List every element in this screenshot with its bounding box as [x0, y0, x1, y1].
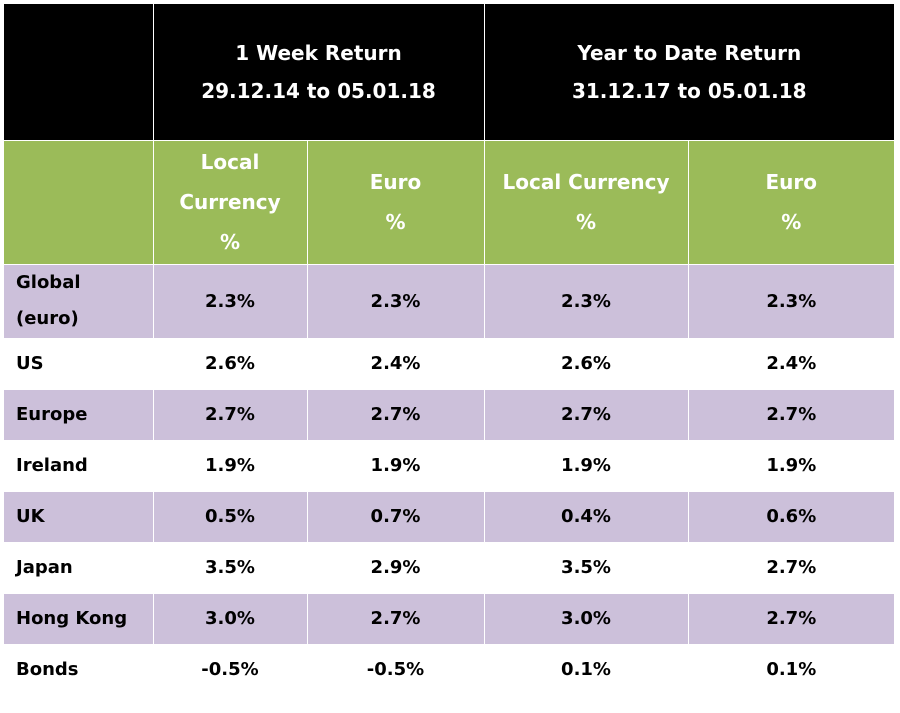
one-week-title: 1 Week Return [235, 40, 402, 65]
ytd-local-value: 3.5% [483, 541, 689, 593]
table-row: Hong Kong 3.0% 2.7% 3.0% 2.7% [4, 592, 895, 644]
ytd-local-value: 3.0% [483, 592, 689, 644]
ytd-euro-value: 2.4% [687, 337, 895, 389]
corner-cell [4, 4, 153, 140]
ytd-euro-value: 2.7% [687, 592, 895, 644]
table-row: Ireland 1.9% 1.9% 1.9% 1.9% [4, 439, 895, 491]
week-euro-value: 1.9% [306, 439, 485, 491]
week-euro-value: 2.7% [306, 592, 485, 644]
one-week-period: 29.12.14 to 05.01.18 [201, 78, 436, 103]
week-local-value: 3.5% [152, 541, 307, 593]
week-euro-value: 2.3% [306, 263, 485, 338]
week-local-line2: Currency [179, 190, 281, 214]
week-local-value: -0.5% [152, 643, 307, 695]
row-label: Europe [4, 388, 153, 440]
week-local-value: 2.3% [152, 263, 307, 338]
week-euro-value: 2.9% [306, 541, 485, 593]
blank-subheader-cell [4, 139, 153, 264]
ytd-euro-value: 0.1% [687, 643, 895, 695]
row-label: Global (euro) [4, 263, 153, 338]
ytd-local-value: 0.1% [483, 643, 689, 695]
row-label: Ireland [4, 439, 153, 491]
period-header-row: 1 Week Return 29.12.14 to 05.01.18 Year … [4, 4, 895, 140]
week-local-header: Local Currency % [152, 139, 307, 264]
table-row: Bonds -0.5% -0.5% 0.1% 0.1% [4, 643, 895, 695]
week-local-pct: % [219, 230, 241, 254]
row-label: US [4, 337, 153, 389]
week-local-value: 1.9% [152, 439, 307, 491]
week-euro-label: Euro [369, 170, 422, 194]
ytd-local-pct: % [575, 210, 597, 234]
row-label-line2: (euro) [16, 308, 79, 329]
table-row: Europe 2.7% 2.7% 2.7% 2.7% [4, 388, 895, 440]
ytd-local-value: 2.7% [483, 388, 689, 440]
ytd-period: 31.12.17 to 05.01.18 [571, 78, 807, 103]
ytd-euro-pct: % [781, 210, 802, 234]
ytd-local-value: 2.3% [483, 263, 689, 338]
week-local-value: 0.5% [152, 490, 307, 542]
ytd-local-header: Local Currency % [483, 139, 689, 264]
week-euro-pct: % [385, 210, 406, 234]
ytd-local-label: Local Currency [502, 170, 670, 194]
ytd-euro-value: 2.7% [687, 541, 895, 593]
table-row: Global (euro) 2.3% 2.3% 2.3% 2.3% [4, 263, 895, 338]
row-label: Bonds [4, 643, 153, 695]
ytd-local-value: 0.4% [483, 490, 689, 542]
returns-table: 1 Week Return 29.12.14 to 05.01.18 Year … [4, 4, 895, 695]
week-euro-value: 2.7% [306, 388, 485, 440]
ytd-euro-value: 2.7% [687, 388, 895, 440]
week-euro-value: 2.4% [306, 337, 485, 389]
ytd-euro-label: Euro [765, 170, 818, 194]
row-label-line1: Global [16, 272, 81, 293]
ytd-title: Year to Date Return [577, 40, 802, 65]
ytd-euro-header: Euro % [687, 139, 895, 264]
week-euro-value: 0.7% [306, 490, 485, 542]
row-label: Hong Kong [4, 592, 153, 644]
ytd-euro-value: 1.9% [687, 439, 895, 491]
currency-header-row: Local Currency % Euro % Local Currency %… [4, 139, 895, 264]
ytd-local-value: 2.6% [483, 337, 689, 389]
week-euro-value: -0.5% [306, 643, 485, 695]
ytd-header: Year to Date Return 31.12.17 to 05.01.18 [483, 4, 895, 140]
one-week-header: 1 Week Return 29.12.14 to 05.01.18 [152, 4, 485, 140]
table-row: US 2.6% 2.4% 2.6% 2.4% [4, 337, 895, 389]
table-row: UK 0.5% 0.7% 0.4% 0.6% [4, 490, 895, 542]
week-euro-header: Euro % [306, 139, 485, 264]
week-local-value: 3.0% [152, 592, 307, 644]
week-local-line1: Local [200, 150, 260, 174]
row-label: Japan [4, 541, 153, 593]
row-label: UK [4, 490, 153, 542]
ytd-local-value: 1.9% [483, 439, 689, 491]
week-local-value: 2.6% [152, 337, 307, 389]
ytd-euro-value: 0.6% [687, 490, 895, 542]
ytd-euro-value: 2.3% [687, 263, 895, 338]
week-local-value: 2.7% [152, 388, 307, 440]
table-row: Japan 3.5% 2.9% 3.5% 2.7% [4, 541, 895, 593]
